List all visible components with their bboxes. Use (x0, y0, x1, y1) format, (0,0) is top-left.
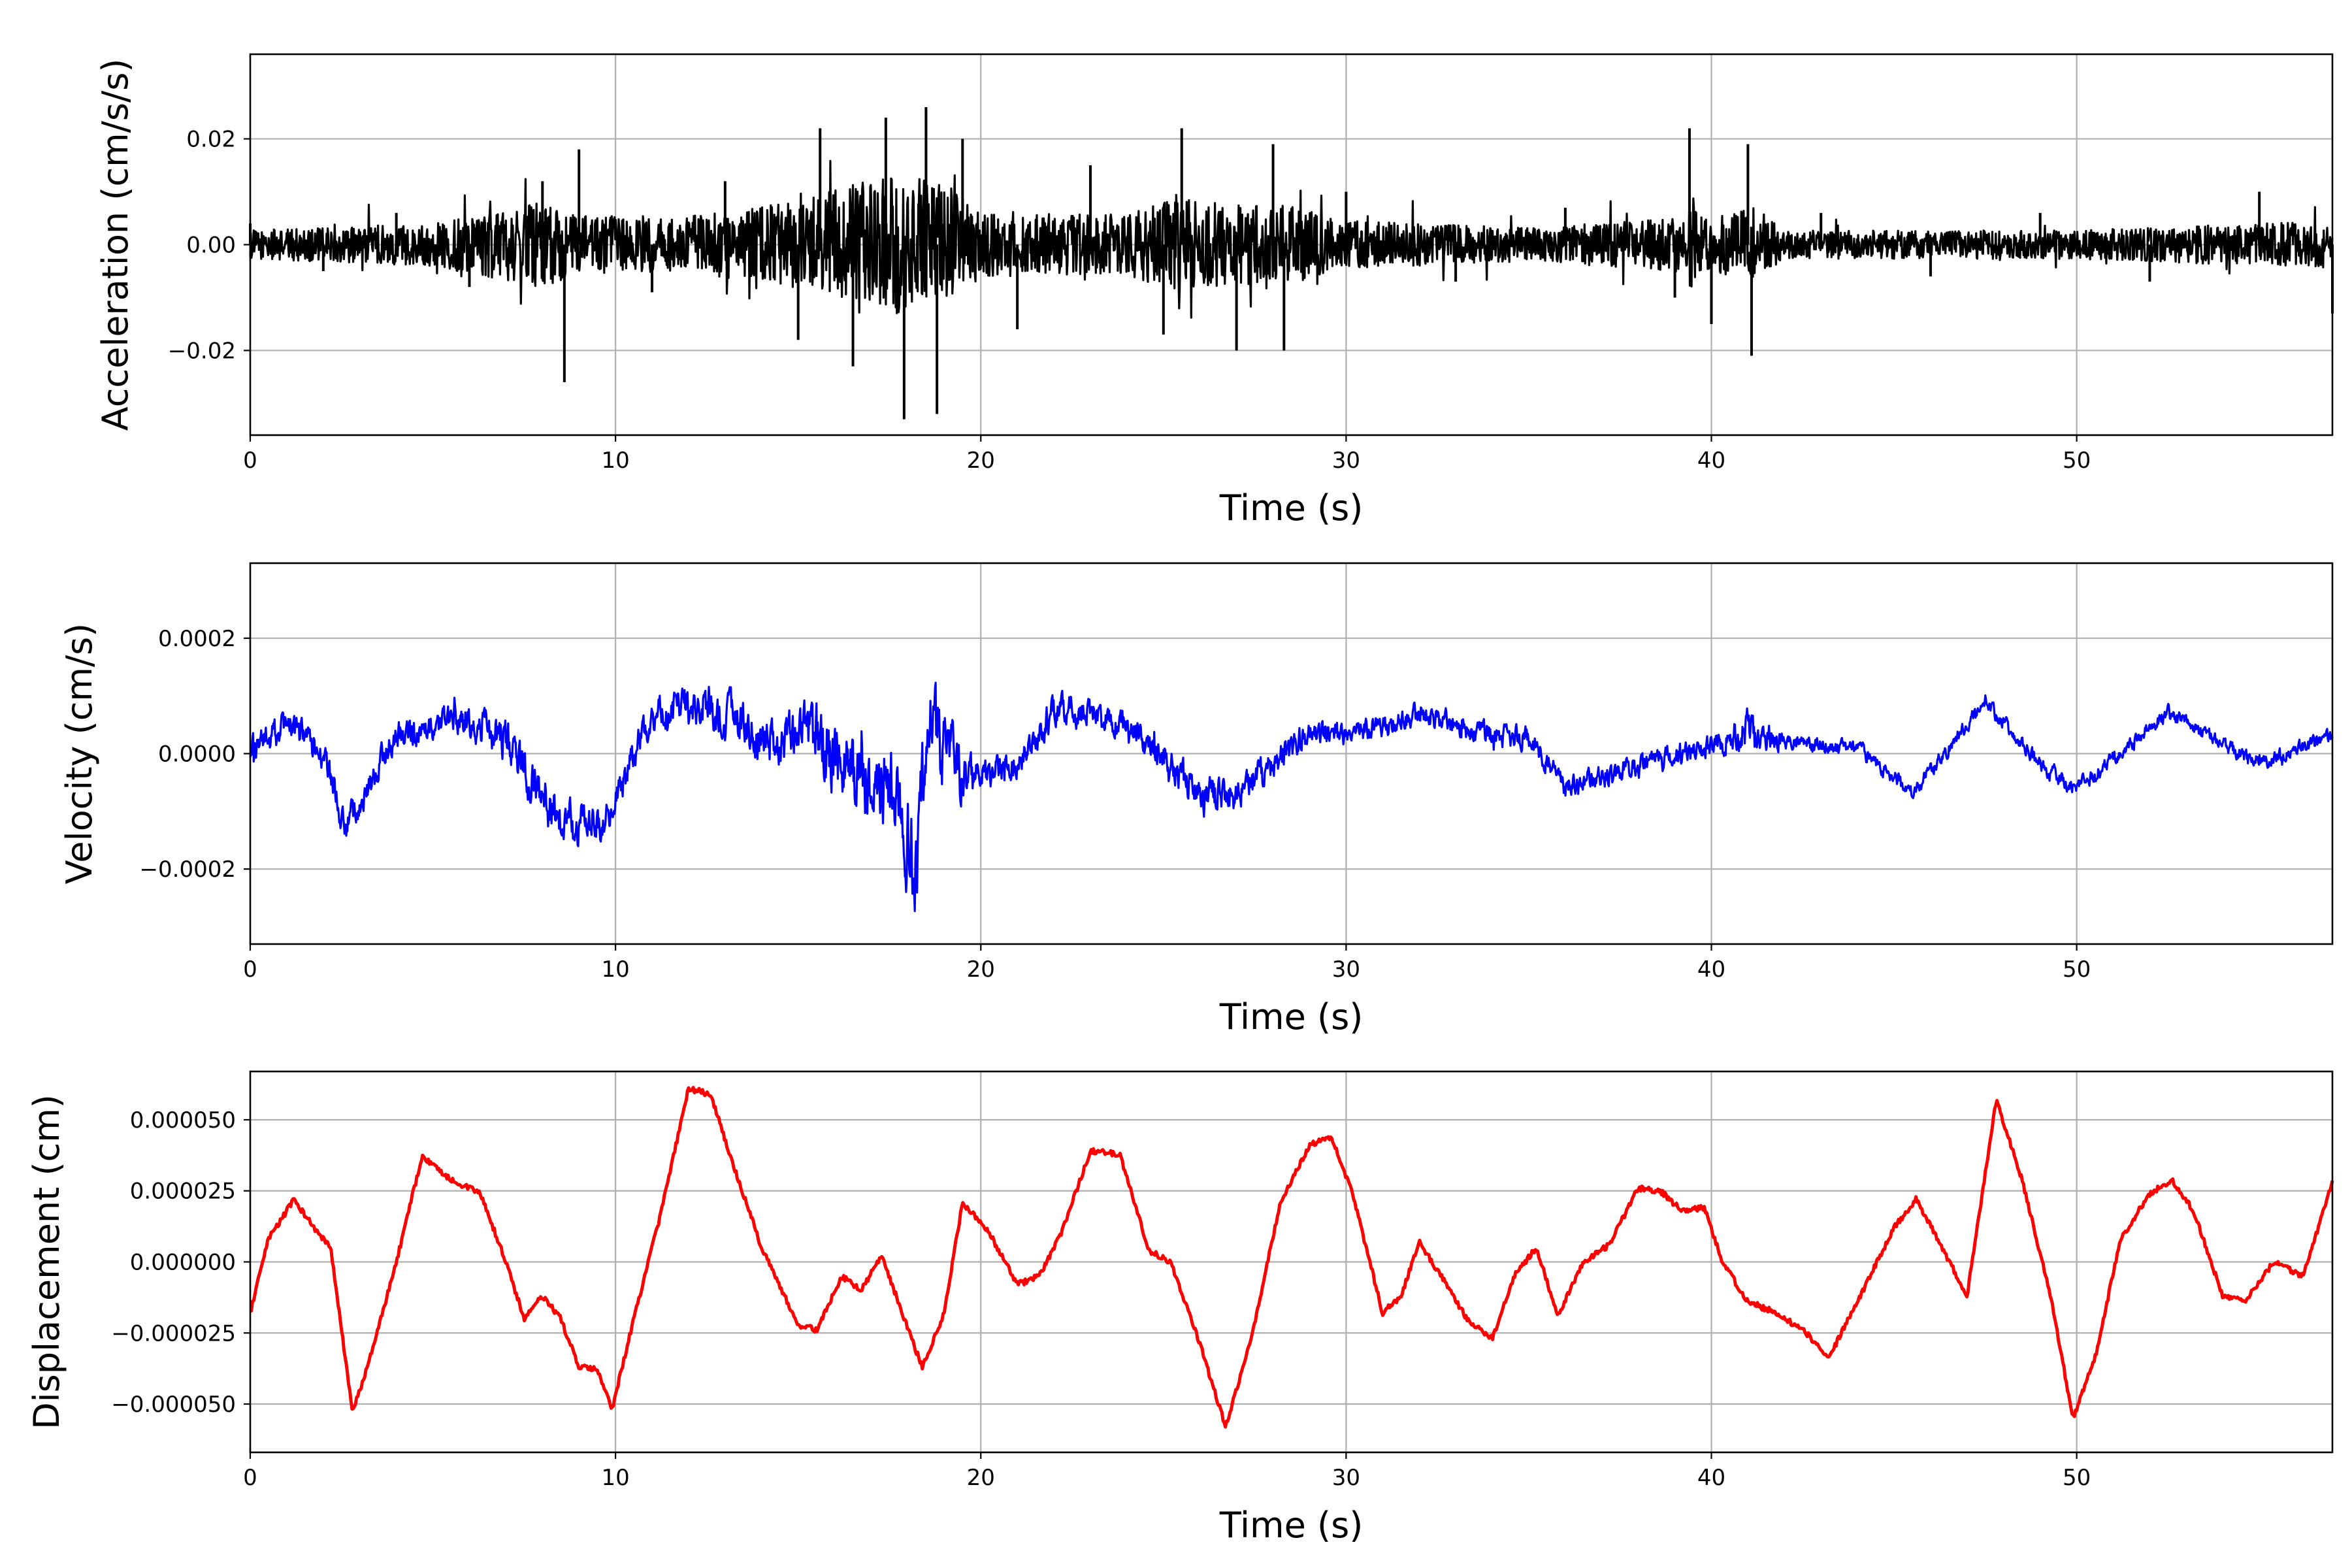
displacement-data-line (250, 1086, 2334, 1429)
velocity-x-tick-label: 40 (1697, 956, 1725, 983)
acceleration-x-axis-label: Time (s) (1219, 487, 1364, 529)
displacement-x-tick-label: 30 (1332, 1465, 1360, 1491)
displacement-y-axis-label: Displacement (cm) (26, 1094, 67, 1429)
displacement-x-tick-label: 0 (243, 1465, 257, 1491)
acceleration-y-axis-label: Acceleration (cm/s/s) (95, 59, 136, 431)
velocity-y-tick-label: 0.0000 (158, 742, 236, 768)
displacement-panel: 0 10 20 30 40 50 −0.000050 −0.000025 0.000000 0.0… (26, 1070, 2334, 1546)
acceleration-panel: 0 10 20 30 40 50 −0.02 0.00 0.02 Time (s) Accelera… (95, 53, 2334, 529)
velocity-x-tick-label: 30 (1332, 956, 1360, 983)
velocity-x-axis-label: Time (s) (1219, 996, 1364, 1037)
displacement-y-tick-label: −0.000025 (111, 1320, 236, 1347)
displacement-x-tick-label: 50 (2063, 1465, 2091, 1491)
acceleration-data-line (249, 159, 2334, 319)
velocity-x-tick-label: 10 (601, 956, 629, 983)
acceleration-x-tick-label: 40 (1697, 448, 1725, 474)
displacement-y-tick-label: 0.000000 (130, 1250, 236, 1276)
acceleration-x-tick-label: 30 (1332, 448, 1360, 474)
velocity-panel: 0 10 20 30 40 50 −0.0002 0.0000 0.0002 Time (s) Ve… (59, 562, 2334, 1037)
velocity-y-axis-label: Velocity (cm/s) (59, 623, 100, 885)
acceleration-x-tick-label: 0 (243, 448, 257, 474)
velocity-y-tick-label: −0.0002 (140, 857, 236, 883)
displacement-x-tick-label: 20 (967, 1465, 995, 1491)
acceleration-y-tick-label: 0.00 (186, 233, 236, 259)
displacement-y-tick-label: 0.000050 (130, 1107, 236, 1134)
velocity-data-line (249, 681, 2334, 913)
velocity-y-tick-label: 0.0002 (158, 626, 236, 652)
velocity-x-tick-label: 50 (2063, 956, 2091, 983)
displacement-x-axis-label: Time (s) (1219, 1505, 1364, 1546)
velocity-x-tick-label: 20 (967, 956, 995, 983)
displacement-x-tick-label: 10 (601, 1465, 629, 1491)
velocity-x-tick-label: 0 (243, 956, 257, 983)
acceleration-y-tick-label: −0.02 (168, 338, 236, 364)
acceleration-x-tick-label: 20 (967, 448, 995, 474)
displacement-y-tick-label: −0.000050 (111, 1392, 236, 1418)
displacement-y-tick-label: 0.000025 (130, 1179, 236, 1205)
displacement-x-tick-label: 40 (1697, 1465, 1725, 1491)
acceleration-x-tick-label: 50 (2063, 448, 2091, 474)
acceleration-y-tick-label: 0.02 (186, 127, 236, 153)
acceleration-x-tick-label: 10 (601, 448, 629, 474)
